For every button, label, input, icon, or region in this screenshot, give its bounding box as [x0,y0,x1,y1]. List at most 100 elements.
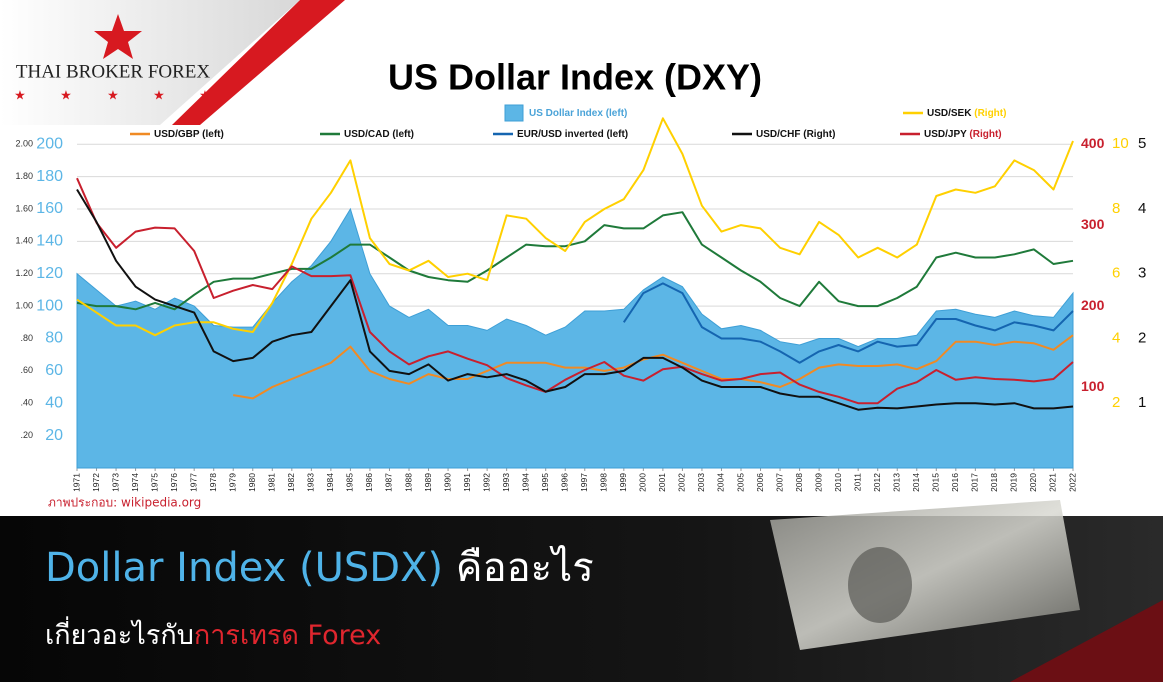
y-tick-label: 100 [36,297,63,314]
legend-axis: (Right) [974,108,1006,119]
chart-title: US Dollar Index (DXY) [388,57,762,98]
x-tick-label: 1998 [599,473,609,492]
y-tick-label: 3 [1138,265,1146,282]
x-tick-label: 1972 [91,473,101,492]
legend-entry: USD/JPY (Right) [924,129,1002,140]
x-tick-label: 1991 [462,473,472,492]
legend-name: USD/CHF [756,129,800,140]
x-tick-label: 1973 [110,473,120,492]
x-tick-label: 2015 [931,473,941,492]
legend-axis: (left) [202,129,224,140]
x-tick-label: 2019 [1009,473,1019,492]
series-area [76,207,1074,469]
logo-star [94,14,142,59]
x-tick-label: 2018 [989,473,999,492]
subtitle-start: เกี่ยวอะไรกับ [45,616,194,651]
x-tick-label: 1971 [71,473,81,492]
y-tick-label: 300 [1081,216,1105,232]
x-tick-label: 1997 [579,473,589,492]
y-tick-label: 200 [36,135,63,152]
y-tick-label: 2.00 [15,139,33,149]
legend-name: USD/SEK [927,108,972,119]
legend-axis: (left) [392,129,414,140]
legend-entry: US Dollar Index (left) [529,108,627,119]
y-tick-label: .20 [20,430,33,440]
y-tick-label: 40 [45,394,63,411]
x-tick-label: 2002 [677,473,687,492]
x-tick-label: 1993 [501,473,511,492]
legend-swatch [504,104,524,122]
legend-axis: (left) [606,129,628,140]
x-tick-label: 1988 [403,473,413,492]
series-line [76,188,1074,411]
y-tick-label: .40 [20,398,33,408]
y-tick-label: 10 [1112,135,1129,152]
x-tick-label: 1990 [442,473,452,492]
subtitle-highlight: การเทรด Forex [194,620,381,651]
small-star: ★ [153,89,165,104]
x-tick-label: 2020 [1028,473,1038,492]
y-tick-label: 160 [36,200,63,217]
x-tick-label: 2012 [872,473,882,492]
headline-highlight: Dollar Index (USDX) [45,545,443,591]
headline-title: Dollar Index (USDX) คืออะไร [45,545,594,591]
x-tick-label: 2006 [755,473,765,492]
x-tick-label: 1978 [208,473,218,492]
x-tick-label: 1999 [618,473,628,492]
x-tick-label: 1981 [267,473,277,492]
x-tick-label: 1977 [188,473,198,492]
x-tick-label: 2011 [852,473,862,492]
y-tick-label: 20 [45,427,63,444]
x-tick-label: 1992 [481,473,491,492]
legend-entry: USD/GBP (left) [154,129,224,140]
legend-entry: USD/CAD (left) [344,129,414,140]
y-tick-label: 5 [1138,135,1146,152]
corner-accent [1010,600,1163,682]
plot: 20 40 60 80 100 120 140 160 180 200 .20 .40 .60 .80 1.… [15,104,1146,492]
x-tick-label: 1974 [130,473,140,492]
y-tick-label: 180 [36,168,63,185]
x-tick-label: 2021 [1048,473,1058,492]
logo-stripe [172,0,345,125]
series-line [622,282,1074,364]
small-star: ★ [14,89,26,104]
y-tick-label: 2 [1112,394,1120,411]
small-star: ★ [60,89,72,104]
y-tick-label: 80 [45,330,63,347]
x-tick-label: 1985 [345,473,355,492]
x-tick-label: 1975 [149,473,159,492]
x-tick-label: 1994 [520,473,530,492]
x-tick-label: 2013 [891,473,901,492]
y-tick-label: 1.00 [15,300,33,310]
legend-name: USD/CAD [344,129,390,140]
series-line [76,211,1074,311]
legend-axis: (left) [606,108,628,119]
x-tick-label: 1987 [384,473,394,492]
y-tick-label: 4 [1112,329,1120,346]
logo-stars: ★ ★ ★ ★ ★ [14,89,211,104]
x-tick-label: 2001 [657,473,667,492]
y-tick-label: 1 [1138,394,1146,411]
y-tick-label: 200 [1081,297,1105,313]
x-tick-label: 2014 [911,473,921,492]
headline-subtitle: เกี่ยวอะไรกับการเทรด Forex [45,616,381,651]
x-tick-label: 2022 [1067,473,1077,492]
small-star: ★ [107,89,119,104]
x-tick-label: 2017 [970,473,980,492]
headline-rest: คืออะไร [443,545,594,591]
x-tick-label: 2005 [735,473,745,492]
x-tick-label: 2003 [696,473,706,492]
legend-name: USD/JPY [924,129,967,140]
x-tick-label: 2010 [833,473,843,492]
legend-name: US Dollar Index [529,108,603,119]
y-tick-label: 6 [1112,265,1120,282]
y-tick-label: .80 [20,333,33,343]
y-tick-label: 140 [36,233,63,250]
series-line [76,177,1074,405]
y-tick-label: 1.60 [15,203,33,213]
y-tick-label: 2 [1138,329,1146,346]
bill-portrait [848,547,912,623]
x-tick-label: 2016 [950,473,960,492]
y-tick-label: 4 [1138,200,1146,217]
